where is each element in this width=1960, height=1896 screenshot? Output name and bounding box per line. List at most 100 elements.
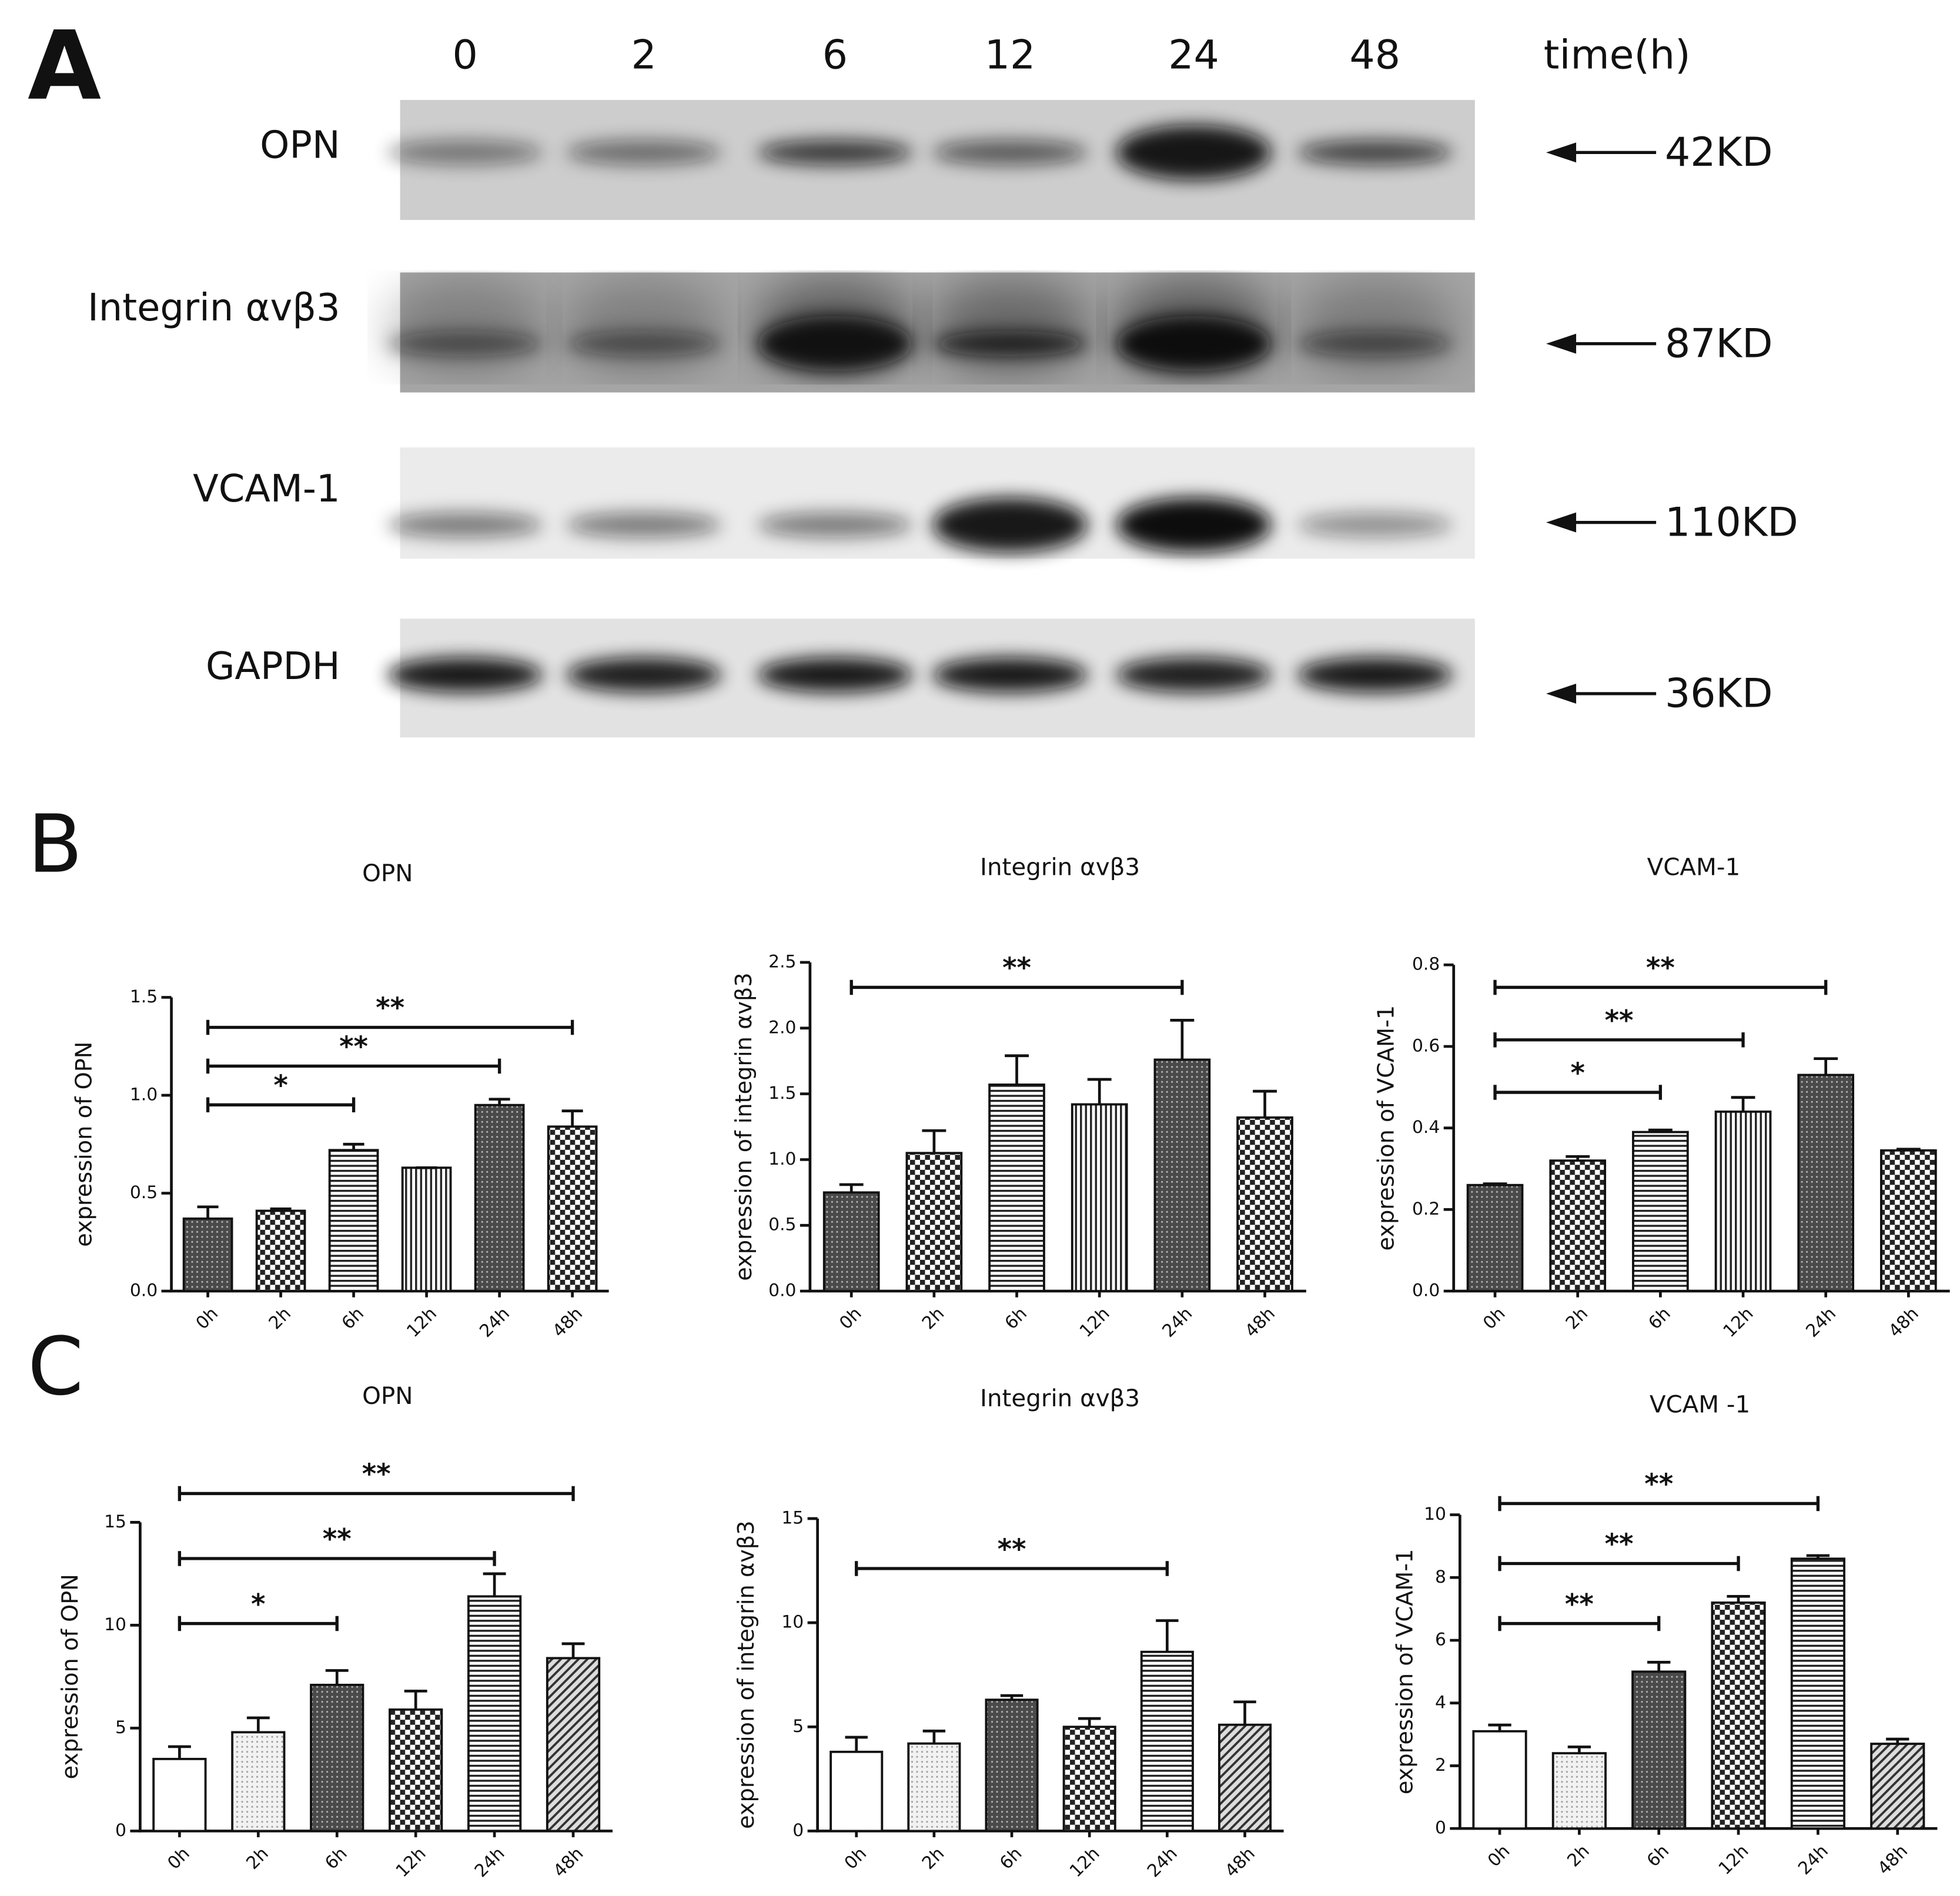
y-tick-label: 5	[792, 1716, 804, 1737]
significance-label: **	[998, 1534, 1026, 1566]
y-tick-label: 2	[1435, 1755, 1446, 1775]
arrow-head	[1546, 142, 1577, 163]
bar	[231, 1731, 286, 1833]
error-bar	[1806, 1554, 1830, 1559]
y-axis-label: expression of VCAM-1	[1392, 1549, 1418, 1795]
significance-label: **	[1646, 952, 1675, 984]
y-tick-label: 0.5	[768, 1215, 796, 1235]
blot-smear	[928, 280, 1092, 375]
blot-band	[1116, 657, 1272, 693]
protein-label: GAPDH	[206, 645, 340, 688]
protein-label: VCAM-1	[193, 467, 340, 511]
blot-band	[932, 140, 1088, 165]
blot-band	[757, 657, 913, 693]
panel-label: A	[28, 11, 101, 122]
error-bar	[1253, 1089, 1277, 1118]
bar	[328, 1149, 379, 1292]
x-tick-label: 48h	[1874, 1841, 1912, 1879]
blot-band	[566, 512, 721, 538]
y-tick-label: 1.0	[768, 1149, 796, 1169]
blot-band	[387, 512, 543, 538]
bar	[822, 1191, 880, 1292]
blot-band	[387, 140, 543, 165]
bar	[1153, 1058, 1211, 1292]
blot-band	[1297, 331, 1453, 356]
y-tick-label: 10	[781, 1612, 804, 1633]
blot-band	[566, 140, 721, 165]
bar	[1218, 1723, 1272, 1833]
bar	[1466, 1183, 1524, 1292]
y-tick-label: 0.8	[1412, 954, 1440, 975]
error-bar	[270, 1207, 292, 1211]
y-tick-label: 2.0	[768, 1017, 796, 1038]
y-tick-label: 0	[792, 1820, 804, 1841]
significance-label: **	[339, 1031, 368, 1063]
x-tick-label: 0h	[192, 1303, 222, 1333]
error-bar	[1567, 1745, 1591, 1754]
x-tick-label: 2h	[918, 1843, 948, 1873]
blot-band	[387, 657, 543, 693]
x-tick-label: 48h	[550, 1843, 588, 1881]
x-tick-label: 6h	[996, 1843, 1026, 1873]
error-bar	[1087, 1078, 1112, 1105]
y-tick-label: 1.0	[130, 1085, 158, 1105]
y-tick-label: 15	[104, 1512, 126, 1532]
bar	[1632, 1131, 1689, 1292]
x-tick-label: 48h	[1221, 1843, 1259, 1881]
significance-label: *	[1570, 1058, 1584, 1089]
x-tick-label: 6h	[321, 1843, 351, 1873]
y-tick-label: 10	[104, 1614, 126, 1635]
error-bar	[845, 1736, 868, 1752]
significance-bracket	[849, 979, 1184, 995]
blot-band	[1116, 497, 1272, 553]
blot-band	[932, 331, 1088, 356]
bar	[1797, 1074, 1855, 1292]
error-bar	[1483, 1182, 1507, 1185]
x-tick-label: 24h	[471, 1843, 509, 1881]
size-label: 42KD	[1665, 129, 1773, 176]
significance-label: **	[1644, 1469, 1673, 1500]
significance-bracket	[206, 1097, 356, 1113]
y-tick-label: 0.6	[1412, 1035, 1440, 1056]
x-tick-label: 2h	[918, 1303, 948, 1333]
error-bar	[1170, 1019, 1195, 1060]
error-bar	[404, 1690, 427, 1710]
y-tick-label: 5	[115, 1717, 126, 1738]
error-bar	[325, 1669, 349, 1685]
blot-band	[1116, 316, 1272, 372]
blot-band	[757, 512, 913, 538]
x-tick-label: 24h	[1794, 1841, 1832, 1879]
error-bar	[483, 1572, 506, 1597]
x-tick-label: 0h	[1479, 1303, 1509, 1333]
x-tick-label: 12h	[1720, 1303, 1758, 1342]
bar	[474, 1104, 525, 1292]
bar	[1870, 1743, 1925, 1830]
x-tick-label: 48h	[1885, 1303, 1923, 1342]
bar	[546, 1657, 601, 1833]
panel-label: C	[28, 1320, 83, 1413]
y-tick-label: 6	[1435, 1630, 1446, 1650]
error-bar	[1000, 1694, 1024, 1700]
x-tick-label: 6h	[338, 1303, 368, 1333]
chart-title: Integrin αvβ3	[980, 1385, 1140, 1412]
significance-bracket	[1493, 1085, 1663, 1100]
significance-label: **	[1605, 1005, 1634, 1036]
bar	[152, 1758, 207, 1833]
x-tick-label: 0h	[841, 1843, 871, 1873]
x-tick-label: 12h	[392, 1843, 430, 1881]
error-bar	[246, 1716, 270, 1733]
bar	[905, 1152, 963, 1292]
significance-bracket	[1498, 1496, 1820, 1512]
significance-bracket	[178, 1616, 339, 1631]
significance-bracket	[1498, 1556, 1740, 1571]
bar	[1880, 1149, 1937, 1292]
y-tick-label: 4	[1435, 1692, 1446, 1713]
blot-band	[1116, 125, 1272, 180]
significance-bracket	[206, 1019, 574, 1035]
protein-label: OPN	[260, 123, 340, 167]
x-tick-label: 12h	[403, 1303, 441, 1342]
lane-label: 2	[631, 32, 656, 78]
error-bar	[839, 1183, 864, 1193]
y-axis-label: expression of integrin αvβ3	[733, 1520, 760, 1829]
significance-bracket	[855, 1561, 1169, 1576]
